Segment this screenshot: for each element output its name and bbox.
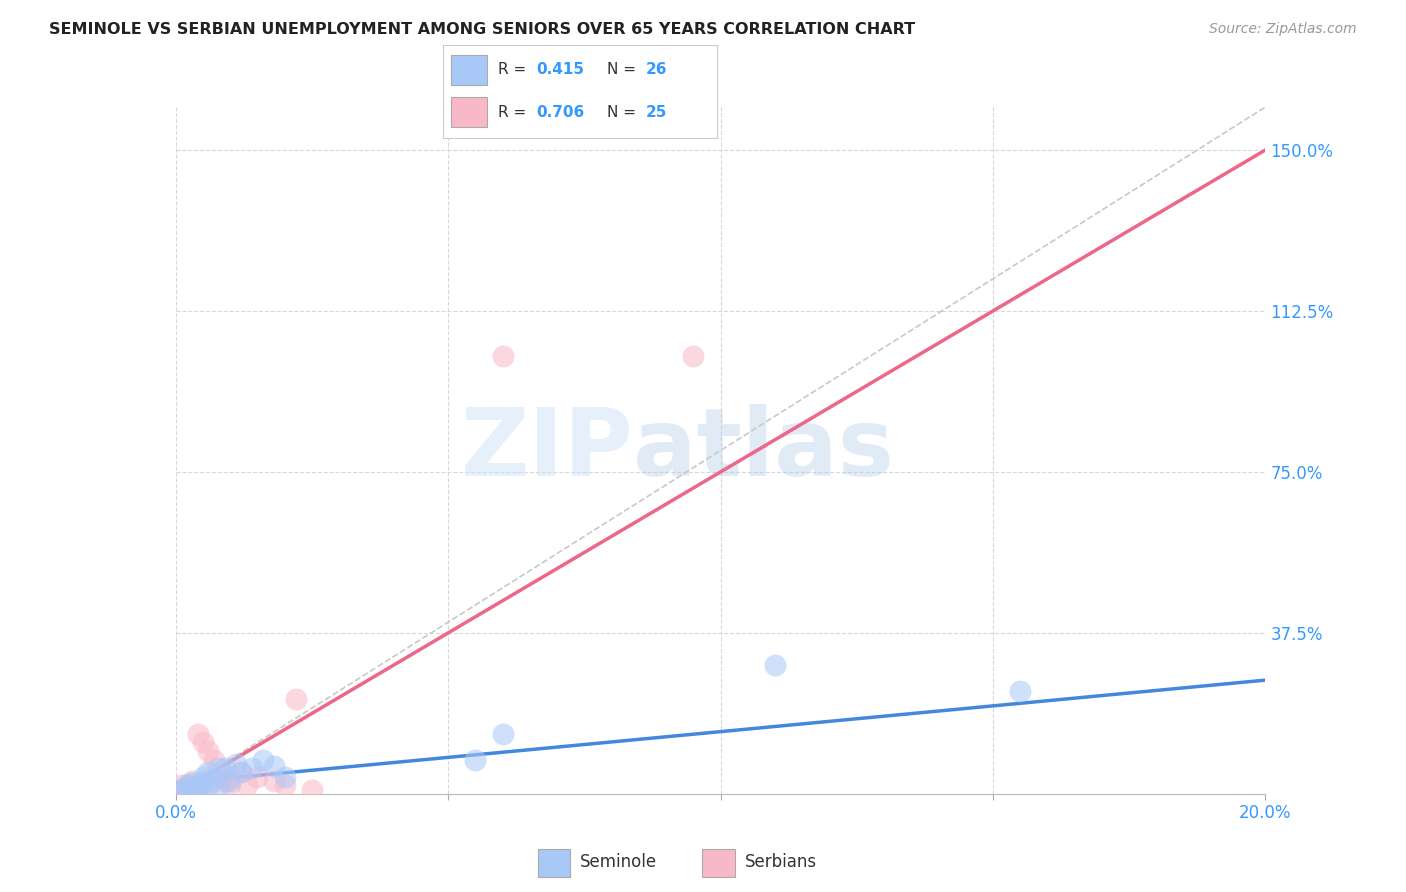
Point	[274, 770, 297, 784]
Point	[682, 349, 704, 363]
Point	[197, 780, 219, 795]
Point	[284, 692, 307, 706]
Point	[186, 778, 209, 792]
Point	[176, 778, 198, 792]
Point	[208, 778, 231, 792]
Text: N =: N =	[607, 62, 641, 78]
Point	[191, 776, 214, 790]
Text: 26: 26	[645, 62, 668, 78]
Text: N =: N =	[607, 104, 641, 120]
Point	[170, 782, 193, 797]
Point	[186, 727, 209, 741]
Point	[191, 735, 214, 749]
Point	[208, 770, 231, 784]
Point	[240, 761, 263, 775]
Point	[191, 770, 214, 784]
FancyBboxPatch shape	[537, 849, 569, 877]
Point	[263, 759, 285, 773]
Point	[197, 744, 219, 758]
Point	[464, 753, 486, 767]
Point	[301, 782, 323, 797]
Point	[219, 770, 242, 784]
Point	[263, 774, 285, 789]
Point	[763, 658, 786, 673]
Point	[176, 778, 198, 792]
Text: 0.415: 0.415	[536, 62, 583, 78]
Point	[235, 778, 257, 792]
Text: 25: 25	[645, 104, 668, 120]
Point	[170, 782, 193, 797]
Point	[181, 780, 204, 795]
Point	[274, 778, 297, 792]
Point	[186, 778, 209, 792]
Text: atlas: atlas	[633, 404, 894, 497]
Text: SEMINOLE VS SERBIAN UNEMPLOYMENT AMONG SENIORS OVER 65 YEARS CORRELATION CHART: SEMINOLE VS SERBIAN UNEMPLOYMENT AMONG S…	[49, 22, 915, 37]
Text: Seminole: Seminole	[579, 853, 657, 871]
Text: Serbians: Serbians	[745, 853, 817, 871]
Point	[170, 778, 193, 792]
Point	[191, 774, 214, 789]
Point	[208, 761, 231, 775]
FancyBboxPatch shape	[703, 849, 735, 877]
Point	[197, 765, 219, 780]
FancyBboxPatch shape	[451, 55, 486, 85]
Point	[219, 778, 242, 792]
Point	[214, 761, 236, 775]
Point	[1010, 683, 1032, 698]
Point	[492, 727, 515, 741]
Point	[231, 765, 253, 780]
Point	[197, 778, 219, 792]
Text: ZIP: ZIP	[461, 404, 633, 497]
Point	[186, 780, 209, 795]
Point	[202, 753, 225, 767]
Point	[225, 756, 247, 771]
Text: Source: ZipAtlas.com: Source: ZipAtlas.com	[1209, 22, 1357, 37]
Point	[181, 774, 204, 789]
FancyBboxPatch shape	[451, 97, 486, 127]
Point	[214, 774, 236, 789]
Text: R =: R =	[498, 104, 531, 120]
Point	[231, 765, 253, 780]
Point	[492, 349, 515, 363]
Point	[246, 770, 269, 784]
Text: 0.706: 0.706	[536, 104, 585, 120]
Point	[176, 780, 198, 795]
Point	[219, 774, 242, 789]
Point	[181, 782, 204, 797]
Text: R =: R =	[498, 62, 531, 78]
Point	[202, 772, 225, 786]
Point	[181, 776, 204, 790]
Point	[252, 753, 274, 767]
